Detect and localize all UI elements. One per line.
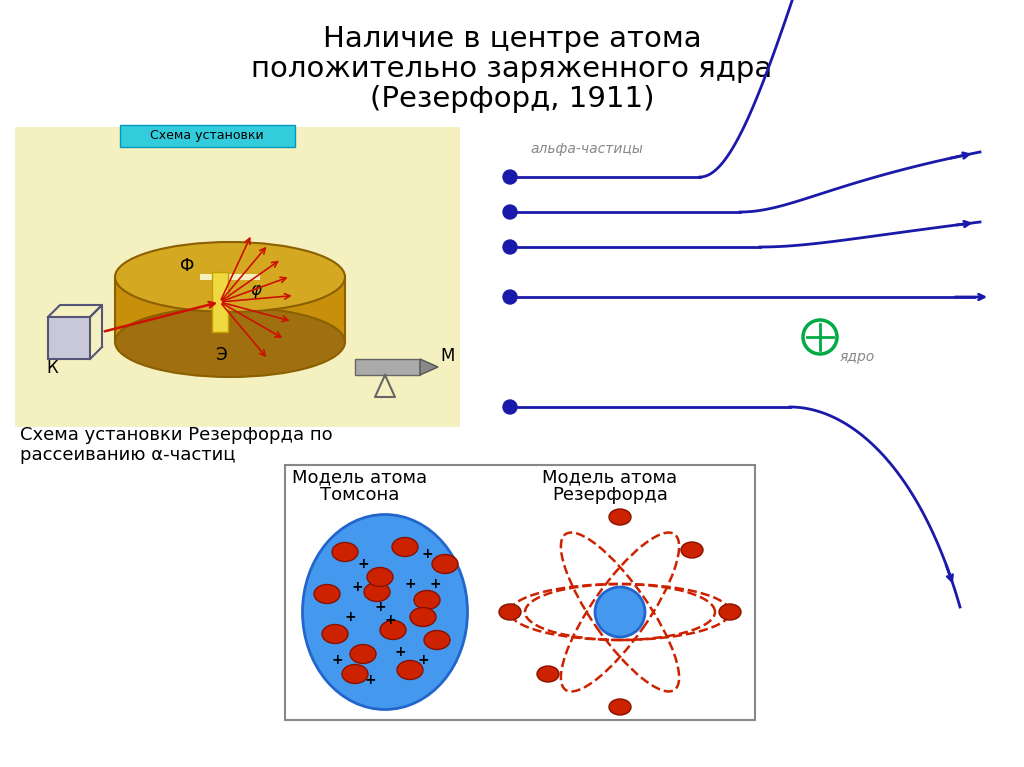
Polygon shape [200, 274, 260, 280]
Text: φ: φ [250, 281, 261, 299]
Polygon shape [355, 359, 420, 375]
Text: +: + [357, 557, 369, 571]
Ellipse shape [115, 242, 345, 312]
Text: Э: Э [215, 346, 226, 364]
Ellipse shape [314, 584, 340, 604]
Text: +: + [394, 645, 406, 659]
Polygon shape [420, 359, 438, 375]
Polygon shape [115, 277, 345, 342]
Text: +: + [429, 577, 440, 591]
Text: Модель атома: Модель атома [543, 468, 678, 486]
Ellipse shape [364, 582, 390, 601]
Ellipse shape [380, 621, 406, 640]
Ellipse shape [367, 568, 393, 587]
Text: +: + [344, 610, 355, 624]
Ellipse shape [115, 307, 345, 377]
Text: Наличие в центре атома: Наличие в центре атома [323, 25, 701, 53]
Text: +: + [404, 577, 416, 591]
Text: Резерфорда: Резерфорда [552, 486, 668, 504]
Text: положительно заряженного ядра: положительно заряженного ядра [251, 55, 773, 83]
Ellipse shape [302, 515, 468, 709]
Ellipse shape [537, 666, 559, 682]
Ellipse shape [499, 604, 521, 620]
Circle shape [503, 240, 517, 254]
Ellipse shape [322, 624, 348, 644]
Ellipse shape [681, 542, 703, 558]
Text: +: + [331, 653, 343, 667]
Text: Схема установки: Схема установки [151, 130, 264, 143]
Ellipse shape [410, 607, 436, 627]
Circle shape [503, 290, 517, 304]
Text: +: + [417, 653, 429, 667]
Ellipse shape [414, 591, 440, 610]
Text: К: К [46, 359, 57, 377]
Ellipse shape [332, 542, 358, 561]
Text: Модель атома: Модель атома [293, 468, 428, 486]
FancyBboxPatch shape [120, 125, 295, 147]
Text: +: + [351, 580, 362, 594]
Text: альфа-частицы: альфа-частицы [530, 142, 643, 156]
Text: Томсона: Томсона [321, 486, 399, 504]
Ellipse shape [424, 630, 450, 650]
Ellipse shape [432, 555, 458, 574]
Ellipse shape [392, 538, 418, 557]
Text: М: М [440, 347, 455, 365]
Text: рассеиванию α-частиц: рассеиванию α-частиц [20, 446, 236, 464]
Ellipse shape [609, 509, 631, 525]
Text: (Резерфорд, 1911): (Резерфорд, 1911) [370, 85, 654, 113]
Text: ядро: ядро [840, 350, 876, 364]
Polygon shape [212, 272, 228, 332]
Text: +: + [365, 673, 376, 687]
Ellipse shape [342, 664, 368, 683]
FancyBboxPatch shape [285, 465, 755, 720]
Circle shape [595, 587, 645, 637]
Polygon shape [48, 317, 90, 359]
Circle shape [503, 205, 517, 219]
Text: Ф: Ф [180, 257, 195, 275]
Circle shape [503, 170, 517, 184]
Ellipse shape [609, 699, 631, 715]
FancyBboxPatch shape [15, 127, 460, 427]
Text: +: + [421, 547, 433, 561]
Ellipse shape [397, 660, 423, 680]
Text: +: + [384, 613, 396, 627]
Circle shape [503, 400, 517, 414]
Ellipse shape [719, 604, 741, 620]
Circle shape [803, 320, 837, 354]
Text: Схема установки Резерфорда по: Схема установки Резерфорда по [20, 426, 333, 444]
Text: +: + [374, 600, 386, 614]
Ellipse shape [350, 644, 376, 663]
